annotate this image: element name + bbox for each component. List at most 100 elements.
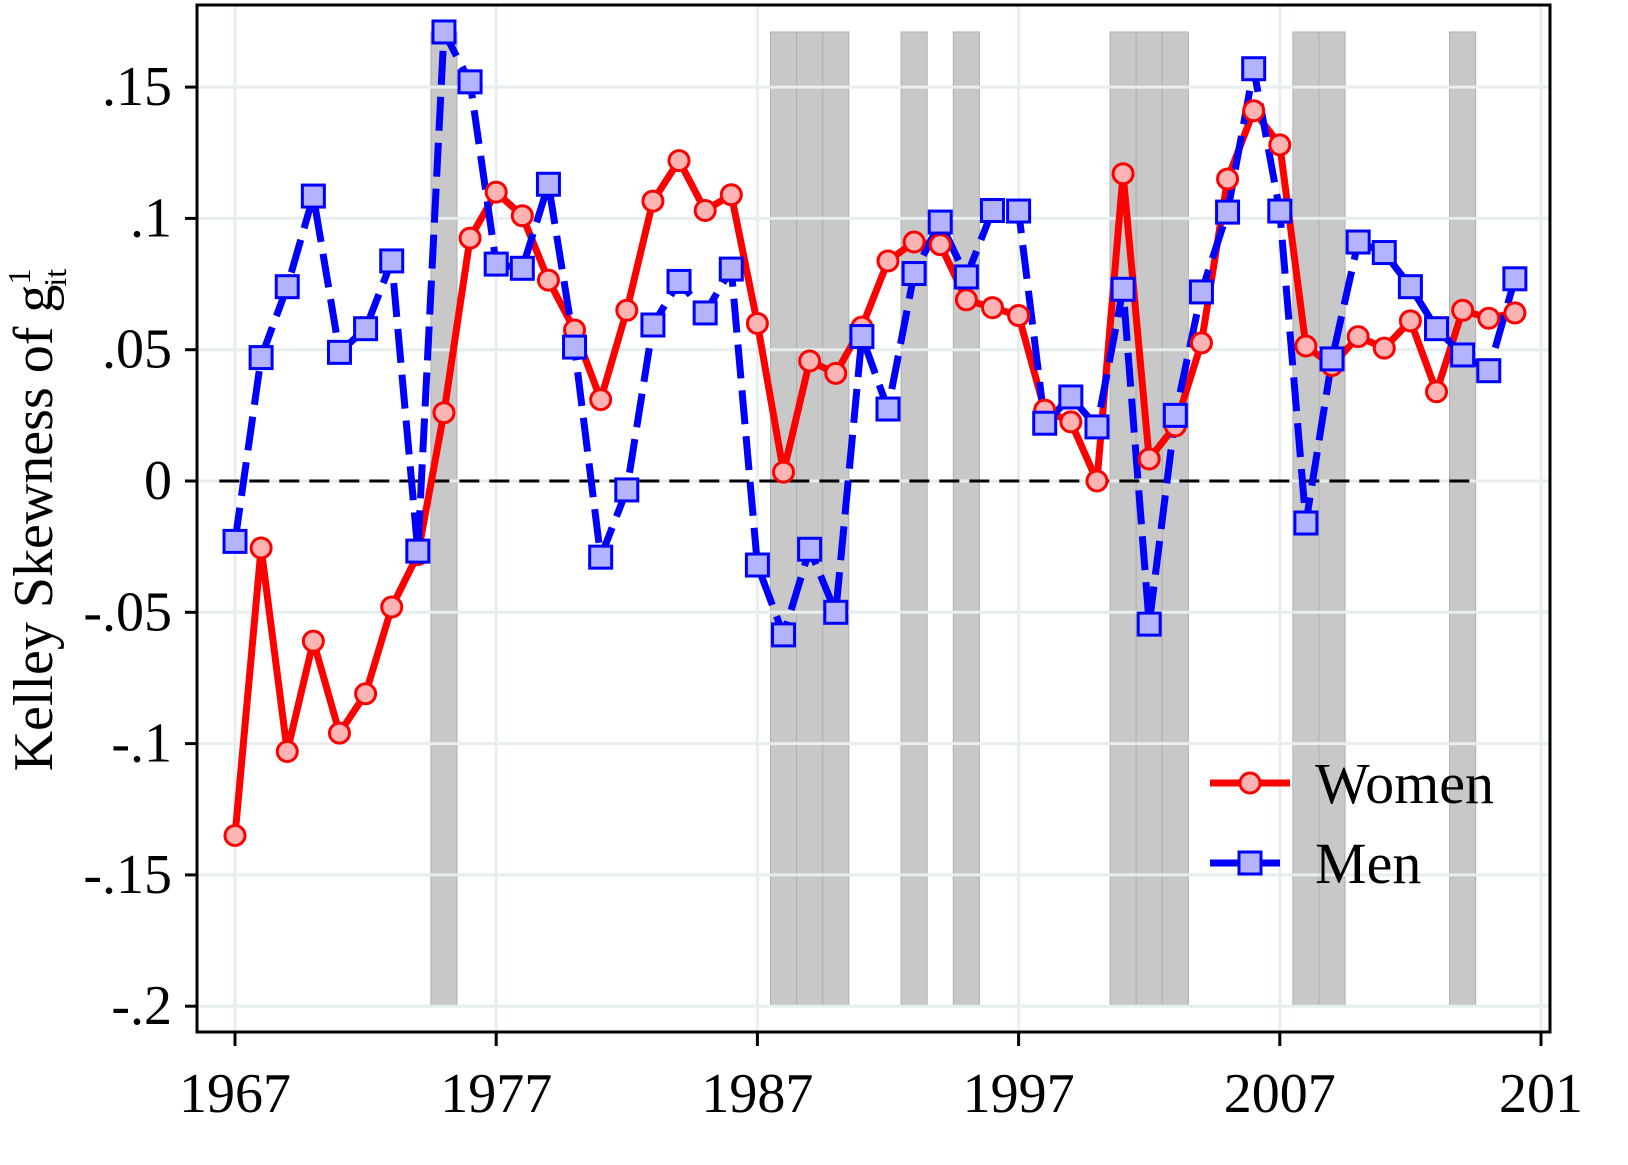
women-point — [719, 183, 743, 207]
women-point — [536, 268, 560, 292]
women-point — [615, 298, 639, 322]
women-point — [458, 226, 482, 250]
men-point — [222, 528, 248, 554]
women-point — [327, 721, 351, 745]
women-point — [589, 388, 613, 412]
women-point — [1059, 410, 1083, 434]
women-point — [1346, 325, 1370, 349]
women-point — [876, 249, 900, 273]
x-tick-label: 1967 — [179, 1063, 291, 1125]
men-point — [640, 312, 666, 338]
women-point — [1242, 99, 1266, 123]
men-point — [431, 19, 457, 45]
men-point — [797, 536, 823, 562]
y-tick-label: .1 — [130, 187, 172, 249]
women-point — [1189, 331, 1213, 355]
women-point — [667, 149, 691, 173]
men-point — [1424, 316, 1450, 342]
women-point — [354, 682, 378, 706]
men-point — [823, 599, 849, 625]
men-point — [1241, 56, 1267, 82]
x-tick-label: 1987 — [701, 1063, 813, 1125]
recession-band — [1318, 31, 1346, 1007]
legend-label-men: Men — [1315, 831, 1421, 896]
men-point — [1110, 276, 1136, 302]
women-point — [380, 595, 404, 619]
men-point — [614, 477, 640, 503]
women-point — [1294, 334, 1318, 358]
women-point — [1216, 167, 1240, 191]
women-point — [1398, 309, 1422, 333]
women-point — [1137, 447, 1161, 471]
y-axis-label: Kelley Skewness of g1it — [1, 269, 73, 772]
men-point — [1293, 510, 1319, 536]
men-point — [379, 248, 405, 274]
y-tick-label: .15 — [102, 56, 172, 118]
men-point — [248, 345, 274, 371]
women-point — [1111, 162, 1135, 186]
recession-band — [1161, 31, 1189, 1007]
legend-marker-men — [1237, 850, 1263, 876]
women-point — [249, 536, 273, 560]
men-point — [405, 538, 431, 564]
men-point — [535, 171, 561, 197]
women-point — [1451, 298, 1475, 322]
y-tick-label: -.05 — [83, 581, 172, 643]
women-point — [1425, 380, 1449, 404]
men-point — [588, 544, 614, 570]
men-point — [457, 69, 483, 95]
women-point — [1268, 133, 1292, 157]
women-point — [798, 349, 822, 373]
women-point — [641, 189, 665, 213]
women-point — [745, 311, 769, 335]
legend-label-women: Women — [1315, 751, 1494, 816]
x-tick-label: 201 — [1499, 1063, 1583, 1125]
y-tick-label: -.2 — [111, 975, 172, 1037]
men-point — [1032, 410, 1058, 436]
women-point — [1007, 304, 1031, 328]
women-point — [772, 460, 796, 484]
men-point — [953, 264, 979, 290]
women-point — [1477, 306, 1501, 330]
y-tick-label: .05 — [102, 319, 172, 381]
women-line — [231, 107, 1516, 836]
men-point — [1476, 358, 1502, 384]
men-point — [1136, 611, 1162, 637]
men-point — [1397, 274, 1423, 300]
recession-band — [769, 31, 798, 1007]
women-point — [902, 230, 926, 254]
men-point — [326, 339, 352, 365]
men-point — [353, 316, 379, 342]
men-point — [718, 256, 744, 282]
men-point — [1162, 402, 1188, 428]
recession-band — [1449, 31, 1477, 1007]
plot-frame — [195, 3, 1552, 1034]
men-point — [744, 552, 770, 578]
men-point — [1319, 346, 1345, 372]
men-point — [509, 255, 535, 281]
women-point — [275, 739, 299, 763]
men-point — [771, 622, 797, 648]
men-point — [927, 209, 953, 235]
women-point — [1372, 336, 1396, 360]
men-point — [562, 334, 588, 360]
y-tick-label: -.1 — [111, 713, 172, 775]
men-point — [1006, 198, 1032, 224]
men-point — [483, 251, 509, 277]
men-point — [979, 198, 1005, 224]
men-point — [1215, 199, 1241, 225]
men-point — [274, 274, 300, 300]
men-point — [1450, 342, 1476, 368]
women-point — [432, 401, 456, 425]
women-point — [484, 180, 508, 204]
x-tick-label: 1977 — [440, 1063, 552, 1125]
women-point — [1503, 301, 1527, 325]
y-tick-label: 0 — [144, 450, 172, 512]
y-tick-label: -.15 — [83, 844, 172, 906]
recession-shading — [430, 31, 1477, 1007]
women-point — [223, 824, 247, 848]
women-point — [954, 288, 978, 312]
women-point — [928, 233, 952, 257]
men-point — [692, 300, 718, 326]
